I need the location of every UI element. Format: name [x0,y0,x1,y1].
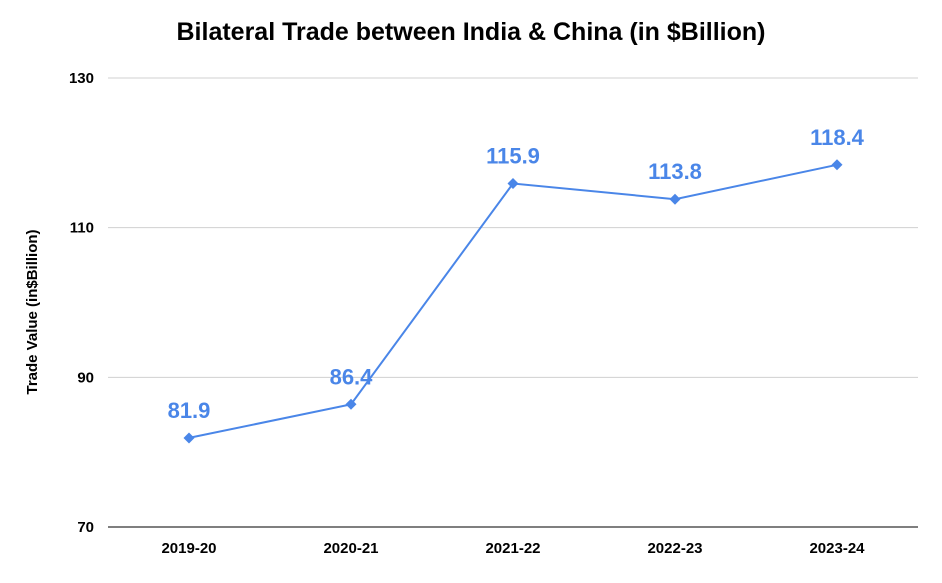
series-lines [188,163,838,439]
x-tick-label: 2023-24 [809,540,865,557]
y-axis-ticks: 70 90 110 130 [69,70,94,536]
data-label: 118.4 [810,125,865,150]
x-axis-ticks: 2019-20 2020-21 2021-22 2022-23 2023-24 [161,540,865,557]
data-label: 86.4 [330,364,374,389]
chart-title: Bilateral Trade between India & China (i… [176,18,766,46]
x-tick-label: 2020-21 [323,540,378,557]
data-point [183,432,195,444]
data-point [345,398,357,410]
data-point [831,159,843,171]
series-points [183,159,843,444]
y-tick-label: 130 [69,70,94,87]
series-line [188,163,838,439]
x-tick-label: 2021-22 [485,540,540,557]
y-tick-label: 110 [70,220,94,237]
data-label: 113.8 [648,159,702,184]
data-point [507,178,519,190]
data-labels: 81.9 86.4 115.9 113.8 118.4 [168,125,865,423]
x-tick-label: 2022-23 [647,540,702,557]
y-axis-title: Trade Value (in$Billion) [24,229,41,394]
data-label: 81.9 [168,398,211,423]
x-tick-label: 2019-20 [161,540,216,557]
gridlines [108,77,918,528]
data-point [669,193,681,205]
data-label: 115.9 [486,144,540,169]
y-tick-label: 90 [77,369,94,386]
y-tick-label: 70 [77,519,94,536]
